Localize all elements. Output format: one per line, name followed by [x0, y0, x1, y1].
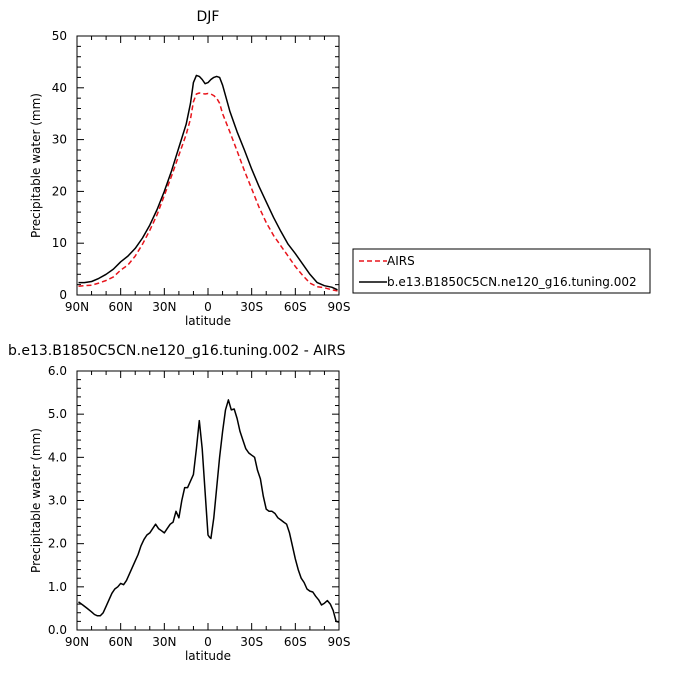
y-tick-label: 2.0 [48, 537, 67, 551]
y-tick-label: 40 [52, 81, 67, 95]
x-tick-label: 90N [65, 300, 89, 314]
plot-frame [76, 35, 340, 296]
plot-frame [76, 370, 340, 631]
x-tick-label: 60N [109, 300, 133, 314]
series-line-difference [78, 399, 340, 623]
y-tick-label: 6.0 [48, 364, 67, 378]
legend-box [352, 248, 651, 294]
chart-1: AIRS b.e13.B1850C5CN.ne120_g16.tuning.002 [76, 35, 651, 296]
y-tick-label: 30 [52, 133, 67, 147]
x-tick-label: 30N [152, 300, 176, 314]
legend-label: AIRS [387, 254, 415, 268]
x-tick-label: 0 [204, 300, 212, 314]
y-tick-label: 0 [59, 288, 67, 302]
y-tick-label: 50 [52, 29, 67, 43]
legend-label: b.e13.B1850C5CN.ne120_g16.tuning.002 [387, 275, 637, 289]
y-tick-label: 1.0 [48, 580, 67, 594]
legend: AIRS b.e13.B1850C5CN.ne120_g16.tuning.002 [352, 248, 651, 294]
series-line-b-e13-b1850c5cn-ne120-g16-tuning-002 [78, 74, 338, 291]
y-tick-label: 0.0 [48, 623, 67, 637]
chart-2 [76, 370, 340, 631]
x-tick-label: 30S [240, 635, 263, 649]
y-axis-label: Precipitable water (mm) [29, 428, 43, 573]
series-line-airs [78, 92, 338, 292]
x-tick-label: 90S [328, 635, 351, 649]
y-tick-label: 20 [52, 184, 67, 198]
chart-title: DJF [197, 9, 220, 25]
x-axis-label: latitude [185, 649, 231, 663]
y-tick-label: 5.0 [48, 407, 67, 421]
x-tick-label: 60N [109, 635, 133, 649]
chart-title: b.e13.B1850C5CN.ne120_g16.tuning.002 - A… [8, 343, 346, 359]
x-tick-label: 30S [240, 300, 263, 314]
x-tick-label: 0 [204, 635, 212, 649]
x-axis-label: latitude [185, 314, 231, 328]
x-tick-label: 90N [65, 635, 89, 649]
x-tick-label: 60S [284, 300, 307, 314]
x-tick-label: 60S [284, 635, 307, 649]
y-tick-label: 3.0 [48, 494, 67, 508]
x-tick-label: 90S [328, 300, 351, 314]
x-tick-label: 30N [152, 635, 176, 649]
y-axis-label: Precipitable water (mm) [29, 93, 43, 238]
y-tick-label: 10 [52, 236, 67, 250]
y-tick-label: 4.0 [48, 450, 67, 464]
